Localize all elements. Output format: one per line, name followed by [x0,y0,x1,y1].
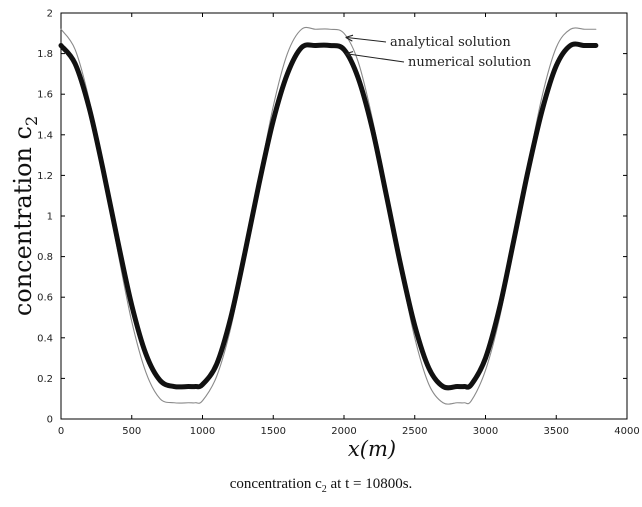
x-tick-label: 4000 [614,426,639,437]
y-tick-label: 0.2 [37,374,53,385]
caption-prefix: concentration c [229,476,322,492]
numerical-annotation-arrowhead [345,51,354,59]
x-tick-label: 3000 [473,426,498,437]
numerical-solution-annotation: numerical solution [408,55,532,70]
y-axis-title-main: concentration c [9,126,37,316]
y-tick-label: 0.6 [37,293,53,304]
y-tick-label: 1 [47,212,53,223]
analytical-solution-annotation: analytical solution [390,35,511,50]
analytical-annotation-arrow-line [345,36,387,43]
plot-frame [60,12,628,420]
y-tick-label: 1.6 [37,90,53,101]
caption-subscript: 2 [321,484,327,495]
x-tick-label: 0 [58,426,64,437]
x-tick-label: 2500 [402,426,427,437]
x-tick-label: 500 [122,426,141,437]
y-tick-label: 2 [47,9,53,20]
y-tick-label: 0.8 [37,252,53,263]
annotation-layer: analytical solution numerical solution [345,34,532,70]
x-tick-label: 2000 [331,426,356,437]
y-axis-title: concentration c2 [9,116,41,316]
y-tick-label: 1.2 [37,171,53,182]
numerical-annotation-arrow-line [345,53,405,63]
y-tick-label: 0 [47,415,53,426]
numerical-solution-line [58,41,599,391]
series-layer [58,26,599,405]
y-tick-label: 1.8 [37,49,53,60]
y-tick-label: 1.4 [37,130,53,141]
y-axis-title-subscript: 2 [22,116,41,126]
caption-suffix: at t = 10800s. [326,476,413,492]
figure-caption: concentration c2 at t = 10800s. [0,476,642,495]
x-axis-title: x(m) [348,437,396,461]
x-tick-label: 3500 [544,426,569,437]
x-tick-label: 1500 [261,426,286,437]
y-tick-label: 0.4 [37,333,53,344]
analytical-annotation-arrowhead [345,34,354,42]
axis-ticks: 0 500 1000 1500 2000 2500 3000 3500 4000 0 0.2 0.4 0… [37,9,640,438]
x-tick-label: 1000 [190,426,215,437]
